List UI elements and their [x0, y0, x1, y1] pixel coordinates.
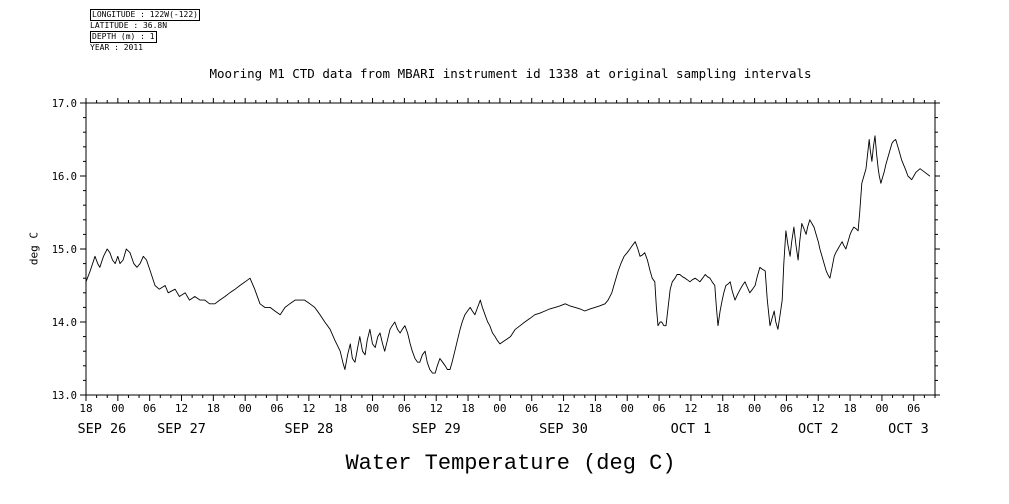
x-tick-label: 18 [843, 402, 856, 415]
year-label: YEAR : 2011 [90, 43, 143, 52]
x-tick-label: 06 [652, 402, 665, 415]
station-metadata: LONGITUDE : 122W(-122) LATITUDE : 36.8N … [90, 9, 200, 53]
x-tick-label: 12 [812, 402, 825, 415]
day-label: SEP 26 [78, 421, 127, 437]
x-tick-label: 18 [79, 402, 92, 415]
x-tick-label: 06 [525, 402, 538, 415]
latitude-label: LATITUDE : 36.8N [90, 21, 168, 30]
x-tick-label: 00 [239, 402, 252, 415]
day-label: SEP 28 [284, 421, 333, 437]
x-tick-label: 06 [907, 402, 920, 415]
x-tick-label: 18 [207, 402, 220, 415]
y-tick-label: 17.0 [52, 98, 77, 110]
y-tick-label: 13.0 [52, 390, 77, 402]
x-tick-label: 00 [748, 402, 761, 415]
x-tick-label: 12 [302, 402, 315, 415]
longitude-label: LONGITUDE : 122W(-122) [90, 9, 200, 21]
x-tick-label: 12 [557, 402, 570, 415]
chart-title: Mooring M1 CTD data from MBARI instrumen… [209, 66, 812, 81]
day-label: SEP 27 [157, 421, 206, 437]
x-tick-label: 00 [875, 402, 888, 415]
x-tick-label: 12 [175, 402, 188, 415]
day-label: SEP 30 [539, 421, 588, 437]
temperature-line [85, 135, 931, 374]
y-tick-label: 16.0 [52, 171, 77, 183]
x-tick-label: 12 [430, 402, 443, 415]
depth-label: DEPTH (m) : 1 [90, 31, 157, 43]
x-tick-label: 06 [398, 402, 411, 415]
x-tick-label: 18 [716, 402, 729, 415]
day-label: OCT 2 [798, 421, 839, 437]
x-tick-label: 18 [461, 402, 474, 415]
x-tick-label: 12 [684, 402, 697, 415]
y-tick-label: 15.0 [52, 244, 77, 256]
x-tick-label: 00 [493, 402, 506, 415]
x-tick-label: 06 [270, 402, 283, 415]
plot-frame [85, 102, 936, 396]
x-tick-label: 06 [780, 402, 793, 415]
day-label: SEP 29 [412, 421, 461, 437]
x-tick-label: 00 [621, 402, 634, 415]
x-tick-label: 00 [366, 402, 379, 415]
x-tick-label: 00 [111, 402, 124, 415]
x-tick-label: 18 [334, 402, 347, 415]
day-label: OCT 1 [671, 421, 712, 437]
x-axis-title: Water Temperature (deg C) [345, 451, 676, 476]
day-label: OCT 3 [888, 421, 929, 437]
x-tick-label: 18 [589, 402, 602, 415]
x-tick-label: 06 [143, 402, 156, 415]
y-tick-label: 14.0 [52, 317, 77, 329]
